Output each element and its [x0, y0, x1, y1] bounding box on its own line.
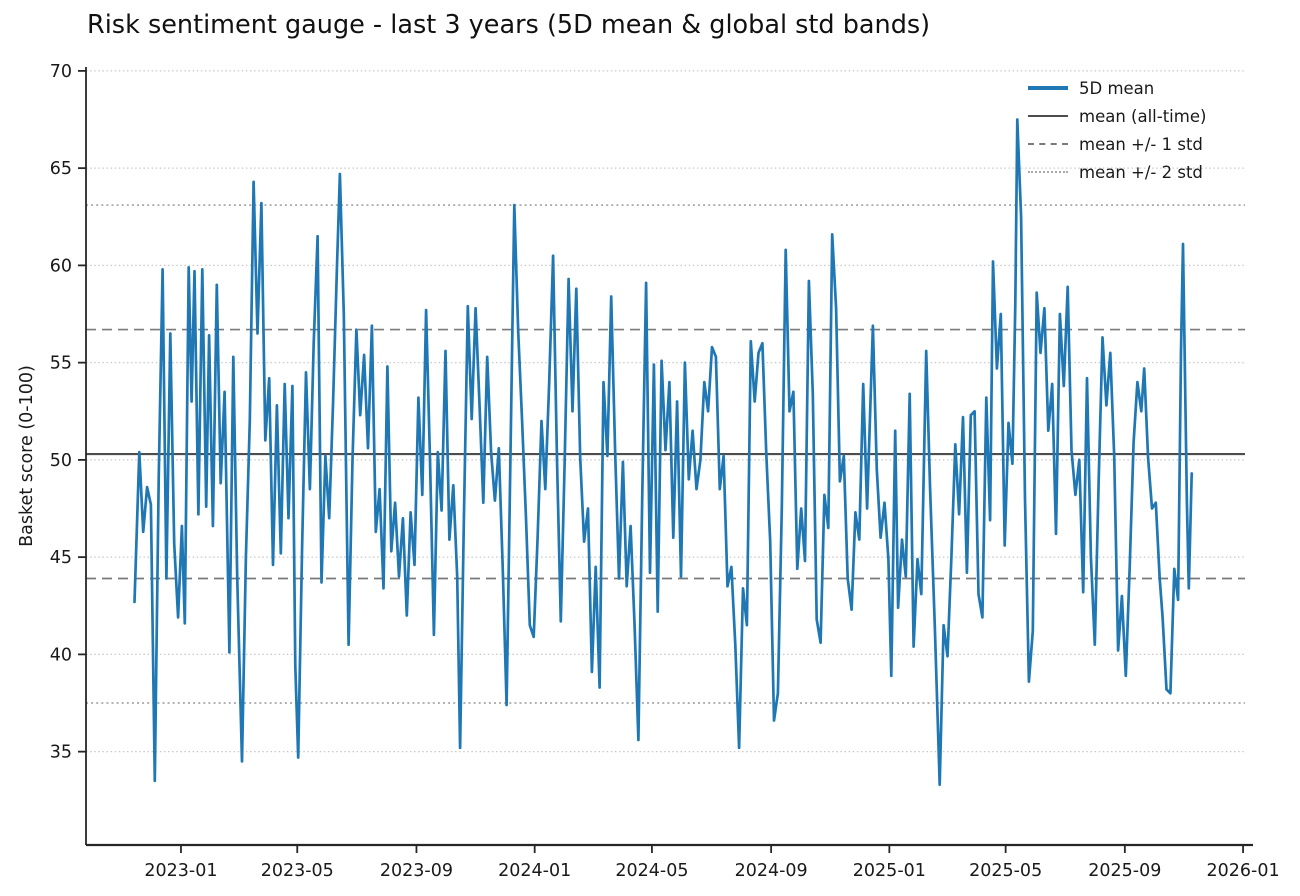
- x-tick-label: 2026-01: [1206, 861, 1279, 881]
- x-tick-label: 2024-01: [498, 861, 571, 881]
- legend-sample-1std-line: [1028, 143, 1068, 145]
- y-tick-label: 40: [50, 645, 72, 665]
- legend: 5D mean mean (all-time) mean +/- 1 std m…: [1028, 74, 1243, 186]
- x-tick-label: 2025-01: [853, 861, 926, 881]
- legend-item-1std: mean +/- 1 std: [1028, 130, 1243, 158]
- legend-sample-series-line: [1028, 86, 1068, 90]
- x-tick-label: 2023-09: [380, 861, 453, 881]
- x-tick-label: 2023-01: [144, 861, 217, 881]
- y-tick-label: 70: [50, 62, 72, 82]
- y-tick-label: 50: [50, 451, 72, 471]
- y-tick-label: 45: [50, 548, 72, 568]
- y-tick-label: 65: [50, 159, 72, 179]
- risk-series-line: [133, 118, 1194, 787]
- legend-item-5d-mean: 5D mean: [1028, 74, 1243, 102]
- legend-label: mean (all-time): [1079, 106, 1207, 126]
- legend-sample-mean-line: [1028, 115, 1068, 117]
- legend-label: mean +/- 1 std: [1079, 134, 1203, 154]
- y-tick-label: 35: [50, 743, 72, 763]
- legend-label: mean +/- 2 std: [1079, 162, 1203, 182]
- y-tick-label: 55: [50, 354, 72, 374]
- legend-label: 5D mean: [1079, 78, 1155, 98]
- y-tick-label: 60: [50, 256, 72, 276]
- legend-item-mean: mean (all-time): [1028, 102, 1243, 130]
- x-tick-label: 2023-05: [261, 861, 334, 881]
- y-axis-label: Basket score (0-100): [17, 365, 37, 547]
- x-tick-label: 2024-09: [735, 861, 808, 881]
- x-tick-label: 2025-09: [1088, 861, 1161, 881]
- x-tick-label: 2024-05: [615, 861, 688, 881]
- legend-item-2std: mean +/- 2 std: [1028, 158, 1243, 186]
- legend-sample-2std-line: [1028, 171, 1068, 173]
- x-tick-label: 2025-05: [969, 861, 1042, 881]
- chart-title: Risk sentiment gauge - last 3 years (5D …: [87, 10, 931, 40]
